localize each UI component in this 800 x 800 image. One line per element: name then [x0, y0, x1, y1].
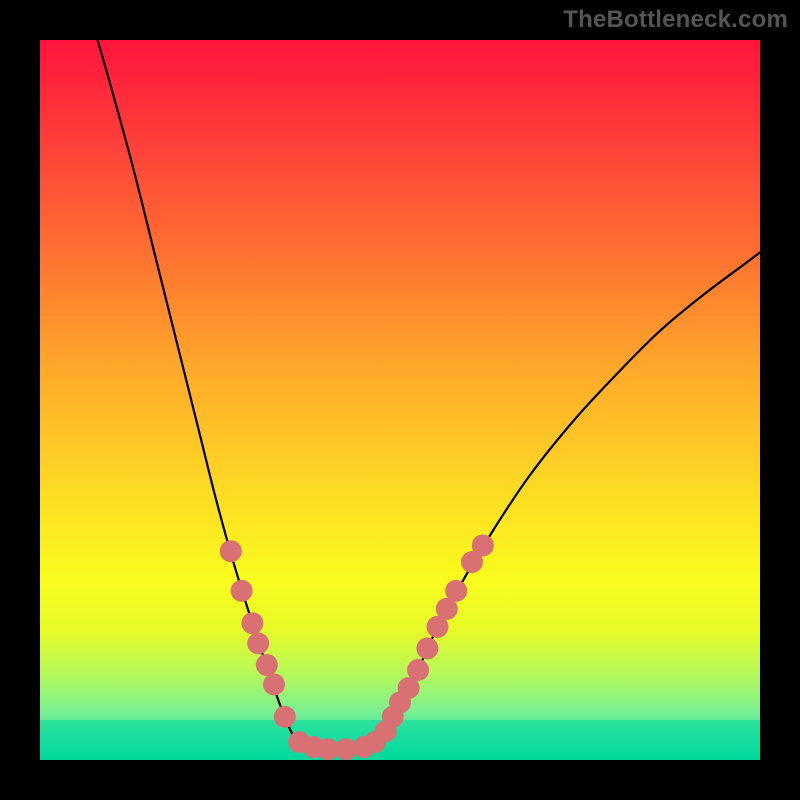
data-marker	[231, 580, 253, 602]
bottleneck-chart	[0, 0, 800, 800]
data-marker	[256, 654, 278, 676]
plot-background	[40, 40, 760, 760]
data-marker	[472, 534, 494, 556]
data-marker	[274, 706, 296, 728]
chart-frame: TheBottleneck.com	[0, 0, 800, 800]
plot-baseline-band	[40, 720, 760, 760]
data-marker	[220, 540, 242, 562]
watermark-label: TheBottleneck.com	[563, 6, 788, 34]
data-marker	[416, 637, 438, 659]
data-marker	[407, 659, 429, 681]
data-marker	[263, 673, 285, 695]
data-marker	[241, 612, 263, 634]
data-marker	[247, 632, 269, 654]
data-marker	[445, 580, 467, 602]
